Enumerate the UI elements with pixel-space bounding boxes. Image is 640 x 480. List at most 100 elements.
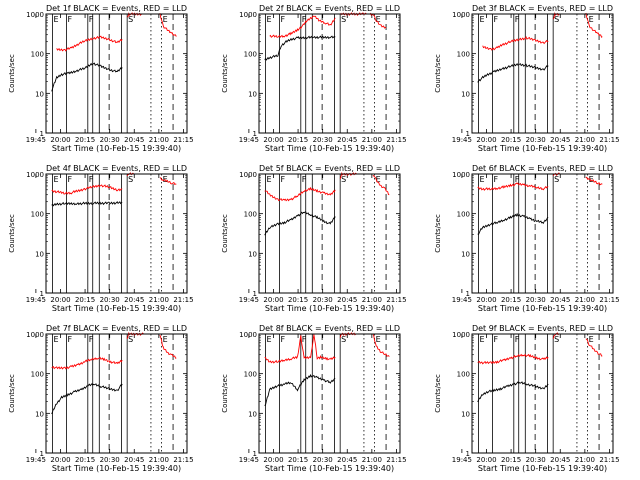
series-lld-segment-3 (585, 12, 603, 38)
event-marker-label: F (89, 175, 94, 184)
plot-frame (45, 173, 188, 294)
y-axis-label: Counts/sec (434, 374, 442, 413)
y-tick-label: 100 (31, 51, 44, 59)
event-marker-label: E (376, 175, 381, 184)
y-tick-label: 10 (461, 90, 470, 98)
x-axis-label: Start Time (10-Feb-15 19:39:40) (478, 144, 607, 153)
x-tick-label: 21:00 (575, 456, 595, 464)
y-tick-label: 1000 (26, 11, 44, 19)
y-tick-label: 1 (253, 450, 257, 458)
x-tick-label: 20:45 (337, 296, 357, 304)
x-tick-label: 20:15 (501, 296, 521, 304)
series-lld-segment-3 (159, 13, 177, 37)
x-axis-label: Start Time (10-Feb-15 19:39:40) (478, 304, 607, 313)
series-events-segment-1 (477, 63, 549, 83)
y-tick-label: 10 (35, 250, 44, 258)
y-axis-label: Counts/sec (8, 54, 16, 93)
x-tick-label: 20:15 (288, 456, 308, 464)
x-tick-label: 20:00 (50, 456, 70, 464)
event-marker-label: E (267, 335, 272, 344)
y-tick-label: 100 (457, 371, 470, 379)
x-tick-label: 21:00 (575, 136, 595, 144)
x-tick-label: 20:45 (337, 456, 357, 464)
x-tick-label: 21:00 (362, 296, 382, 304)
event-marker-label: S (554, 335, 559, 344)
plot-frame (45, 333, 188, 454)
event-marker-label: E (163, 335, 168, 344)
x-tick-label: 19:45 (26, 296, 46, 304)
x-tick-label: 19:45 (26, 136, 46, 144)
x-tick-label: 20:45 (550, 456, 570, 464)
series-lld-segment-1 (56, 35, 123, 52)
x-axis-label: Start Time (10-Feb-15 19:39:40) (478, 464, 607, 473)
detector-panel-1: Det 1f BLACK = Events, RED = LLD Counts/s… (8, 4, 194, 153)
series-lld-segment-3 (369, 12, 387, 29)
x-tick-label: 21:15 (386, 136, 406, 144)
panel-title: Det 9f BLACK = Events, RED = LLD (472, 324, 613, 333)
event-marker-label: S (128, 335, 133, 344)
detector-panel-3: Det 3f BLACK = Events, RED = LLD Counts/s… (434, 4, 620, 153)
y-tick-label: 1 (466, 130, 470, 138)
series-lld-segment-1 (269, 15, 336, 38)
series-lld-segment-1 (264, 334, 336, 364)
detector-panel-2: Det 2f BLACK = Events, RED = LLD Counts/s… (221, 4, 407, 153)
event-marker-label: E (163, 15, 168, 24)
plot-frame (45, 13, 188, 134)
y-tick-label: 100 (244, 51, 257, 59)
event-marker-label: F (67, 15, 72, 24)
x-tick-label: 19:45 (452, 136, 472, 144)
x-tick-label: 20:30 (313, 456, 333, 464)
event-marker-label: S (128, 175, 133, 184)
panel-title: Det 4f BLACK = Events, RED = LLD (46, 164, 187, 173)
x-tick-label: 20:15 (288, 296, 308, 304)
y-tick-label: 100 (457, 51, 470, 59)
series-events-segment-1 (51, 383, 123, 415)
event-marker-label: F (515, 175, 520, 184)
x-tick-label: 21:15 (386, 296, 406, 304)
y-tick-label: 1000 (26, 171, 44, 179)
x-tick-label: 20:15 (501, 136, 521, 144)
detector-panel-5: Det 5f BLACK = Events, RED = LLD Counts/s… (221, 164, 407, 313)
y-tick-label: 100 (244, 211, 257, 219)
y-tick-label: 10 (461, 410, 470, 418)
series-events-segment-1 (51, 62, 123, 92)
series-events-segment-1 (264, 211, 336, 236)
x-tick-label: 21:00 (149, 456, 169, 464)
y-tick-label: 10 (461, 250, 470, 258)
plot-frame (471, 13, 614, 134)
y-tick-label: 10 (248, 410, 257, 418)
series-lld-segment-3 (372, 333, 390, 357)
event-marker-label: E (54, 15, 59, 24)
x-tick-label: 19:45 (239, 296, 259, 304)
x-tick-label: 20:45 (337, 136, 357, 144)
series-lld-segment-3 (585, 338, 603, 357)
y-axis-label: Counts/sec (221, 54, 229, 93)
event-marker-label: S (128, 15, 133, 24)
series-lld-segment-1 (51, 356, 123, 370)
series-lld-segment-1 (264, 186, 336, 202)
event-marker-label: F (280, 175, 285, 184)
x-tick-label: 20:30 (526, 136, 546, 144)
x-tick-label: 19:45 (452, 296, 472, 304)
y-tick-label: 1 (40, 130, 44, 138)
x-tick-label: 20:45 (124, 296, 144, 304)
x-tick-label: 20:15 (288, 136, 308, 144)
series-lld-segment-3 (585, 176, 603, 186)
y-axis-label: Counts/sec (8, 374, 16, 413)
detector-panel-4: Det 4f BLACK = Events, RED = LLD Counts/s… (8, 164, 194, 313)
x-tick-label: 21:15 (386, 456, 406, 464)
y-axis-label: Counts/sec (434, 214, 442, 253)
y-tick-label: 1 (466, 450, 470, 458)
x-tick-label: 21:00 (149, 296, 169, 304)
x-axis-label: Start Time (10-Feb-15 19:39:40) (52, 464, 181, 473)
event-marker-label: F (280, 335, 285, 344)
event-marker-label: S (341, 335, 346, 344)
y-tick-label: 1000 (239, 331, 257, 339)
y-tick-label: 1000 (239, 11, 257, 19)
y-tick-label: 1 (40, 290, 44, 298)
event-marker-label: F (280, 15, 285, 24)
series-events-segment-1 (477, 212, 549, 236)
event-marker-label: S (554, 175, 559, 184)
x-tick-label: 20:00 (476, 136, 496, 144)
y-tick-label: 100 (31, 371, 44, 379)
